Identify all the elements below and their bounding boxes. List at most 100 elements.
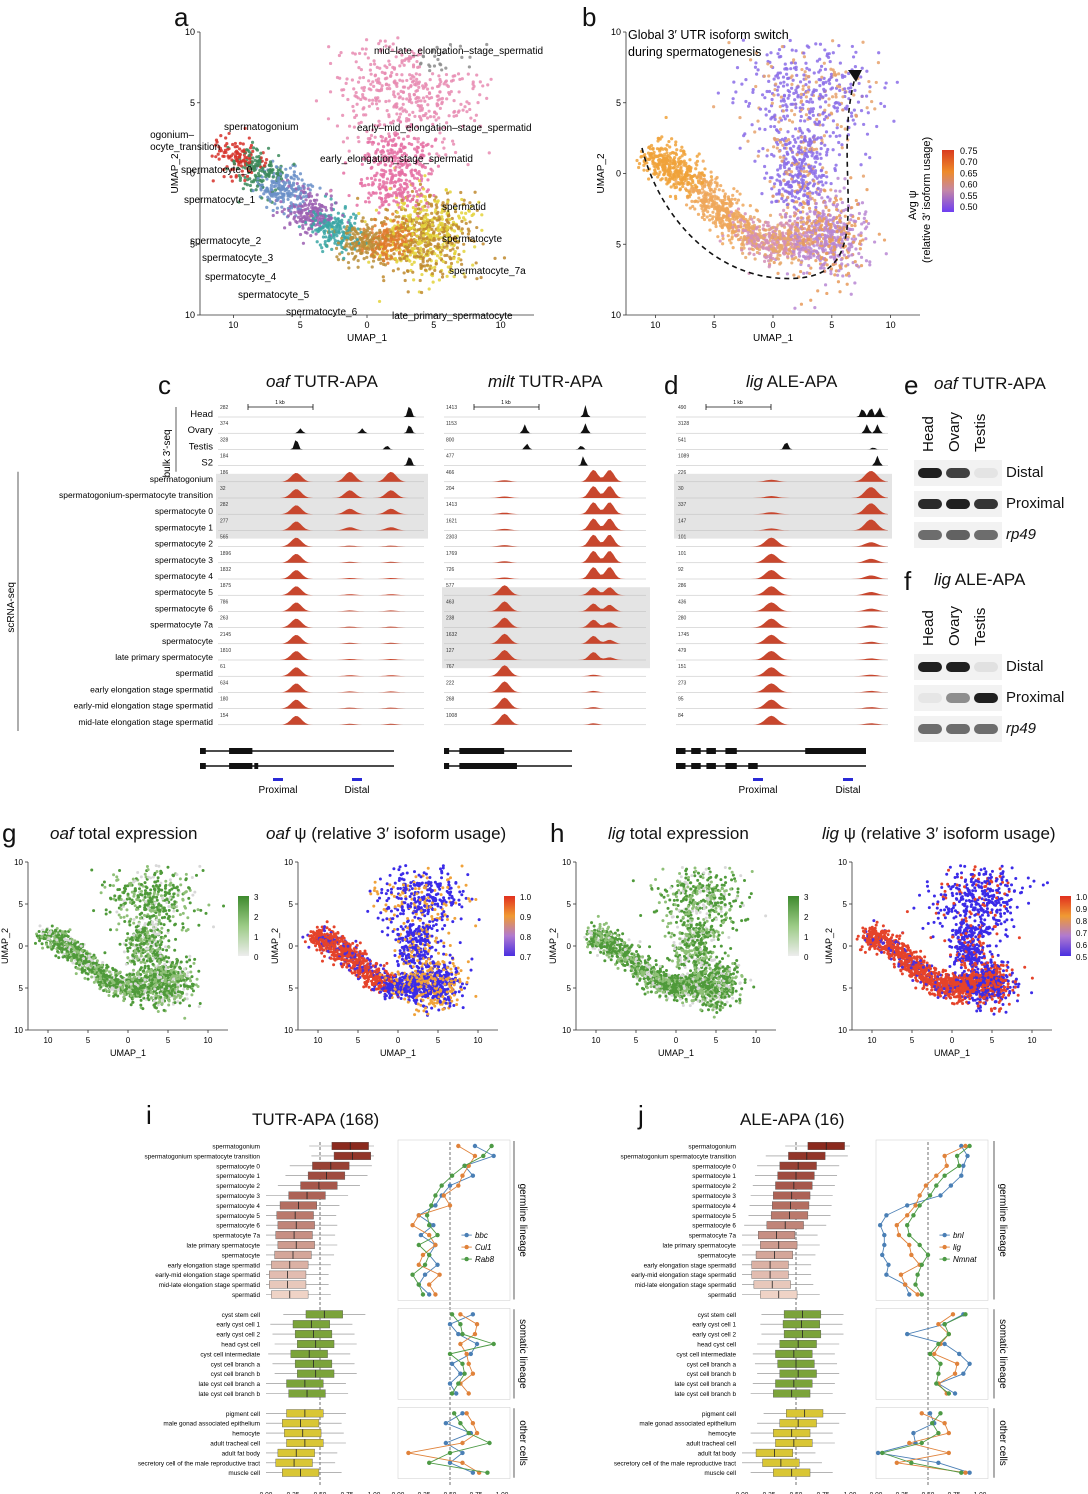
umap-xtick: 10 [752,1036,761,1045]
track-scale-value: 466 [446,470,455,476]
umap-xtick: 5 [712,320,717,330]
umap-xtick: 5 [166,1036,171,1045]
panel-b-colorbar [942,150,954,212]
track-scale-value: 800 [446,437,455,443]
gene-psi-point [451,1411,457,1416]
umap-xtick: 5 [356,1036,361,1045]
gel-band [946,662,970,672]
sc-track-peak [444,617,646,628]
boxplot-row-label: spermatocyte [222,1252,261,1259]
colorbar [504,896,515,956]
sc-row-label: spermatocyte 7a [150,620,213,630]
panel-a-cluster-labels: mid–late_elongation–stage_spermatidsperm… [150,46,543,322]
sc-track-peak [676,618,888,628]
gel-lane-label: Testis [972,413,989,452]
track-scale-value: 1632 [446,632,457,638]
track-scale-value: 479 [678,648,687,654]
boxplot-row-label: spermatocyte 3 [216,1193,260,1200]
gene-psi-point [485,1470,490,1475]
umap-ylabel: UMAP_2 [548,928,558,964]
umap-ytick: 10 [562,1026,571,1035]
line-xtick: 1.00 [496,1492,509,1494]
umap-xtick: 5 [714,1036,719,1045]
gel-row-label: Proximal [1006,689,1065,706]
boxplot-row-label: spermatocyte 4 [216,1203,260,1210]
sc-track-peak [676,487,888,498]
boxplot-row-label: spermatocyte 6 [692,1223,736,1230]
boxplot-row-label: male gonad associated epithelium [163,1421,260,1428]
gel-band [918,468,942,478]
gel-row-label: rp49 [1006,526,1037,543]
umap-ytick: 10 [611,310,621,320]
sc-row-label: late primary spermatocyte [115,652,213,662]
umap-xtick: 5 [910,1036,915,1045]
track-scale-value: 186 [220,470,229,476]
panel-label-j: j [638,1100,644,1130]
boxplot-row-label: spermatocyte 7a [213,1233,261,1240]
sc-track-peak [676,602,888,612]
panel-a-umap: 10 5 0 5 10 10 5 0 5 10 UMAP_1 UMAP_2 mid–late_elon… [150,27,543,344]
boxplot-row-label: spermatocyte 1 [692,1173,736,1180]
panel-b-legend-subtitle: (relative 3′ isoform usage) [921,137,933,263]
sc-track-peak [218,667,424,677]
panel-g-psi-umap: 10 5 0 5 10 10 5 0 5 10 UMAP_1 UMAP_2 [270,858,498,1058]
umap-xlabel: UMAP_1 [658,1048,694,1058]
umap-xtick: 10 [592,1036,601,1045]
track-scale-value: 490 [678,405,687,411]
track-highlights [216,473,892,669]
umap-xtick: 10 [44,1036,53,1045]
sc-track-peak [676,519,888,531]
umap-xtick: 5 [298,320,303,330]
umap-xlabel: UMAP_1 [110,1048,146,1058]
sc-track-peak [218,537,424,547]
colorbar-tick: 0.9 [520,913,532,922]
boxplot-row-label: spermatocyte 0 [692,1163,736,1170]
umap-xtick: 5 [431,320,436,330]
boxplot-row-label: adult tracheal cell [686,1441,736,1448]
sc-row-label: mid-late elongation stage spermatid [78,717,213,727]
track-scale-value: 565 [220,535,229,541]
panel-i-title: TUTR-APA (168) [252,1110,380,1129]
sc-row-label: early-mid elongation stage spermatid [74,701,214,711]
cluster-label: spermatocyte_transition [150,142,220,153]
sc-track-peak [218,716,424,725]
track-scale-value: 767 [446,664,455,670]
panel-b-umap: 10 5 0 5 10 10 5 0 5 10 UMAP_1 UMAP_2 Global 3′ UTR… [596,27,978,344]
umap-ylabel: UMAP_2 [0,928,10,964]
umap-ytick: 5 [289,984,294,993]
colorbar-tick: 3 [804,893,809,902]
gel-band [946,499,970,509]
sc-track-peak [676,683,888,693]
umap-xtick: 10 [868,1036,877,1045]
boxplot-row-label: spermatocyte 4 [692,1203,736,1210]
umap-ytick: 5 [843,984,848,993]
sc-track-peak [444,534,646,547]
apa-site-marker [352,778,362,781]
umap-ytick: 5 [190,239,195,249]
sc-track-peak [218,683,424,693]
apa-site-marker [273,778,283,781]
colorbar-tick: 0 [804,953,809,962]
boxplot-row-label: early elongation stage spermatid [644,1262,737,1269]
sc-track-peak [218,554,424,563]
track-scale-value: 101 [678,535,687,541]
boxplot-row-label: cyst cell branch b [687,1371,737,1378]
boxplot-row-label: cyst cell intermediate [200,1351,260,1358]
gene-legend-label: Nmnat [953,1255,977,1264]
bulk-row-label: Testis [189,441,214,452]
gene-psi-point [919,1411,924,1416]
track-scale-value: 1008 [446,713,457,719]
boxplot-row-label: cyst cell branch a [687,1361,737,1368]
box-xtick: 1.00 [844,1492,857,1494]
track-highlight [674,473,892,539]
box-xtick: 0.50 [314,1492,327,1494]
bulk-row-label: Ovary [188,425,214,436]
apa-site-marker [843,778,853,781]
umap-ytick: 0 [567,942,572,951]
line-xtick: 0.25 [896,1492,909,1494]
boxplot-row-label: muscle cell [228,1470,260,1477]
gel-lane-label: Ovary [946,411,963,452]
sc-row-label: spermatocyte [162,636,213,646]
track-scale-value: 1089 [678,454,689,460]
track-scale-value: 280 [678,616,687,622]
